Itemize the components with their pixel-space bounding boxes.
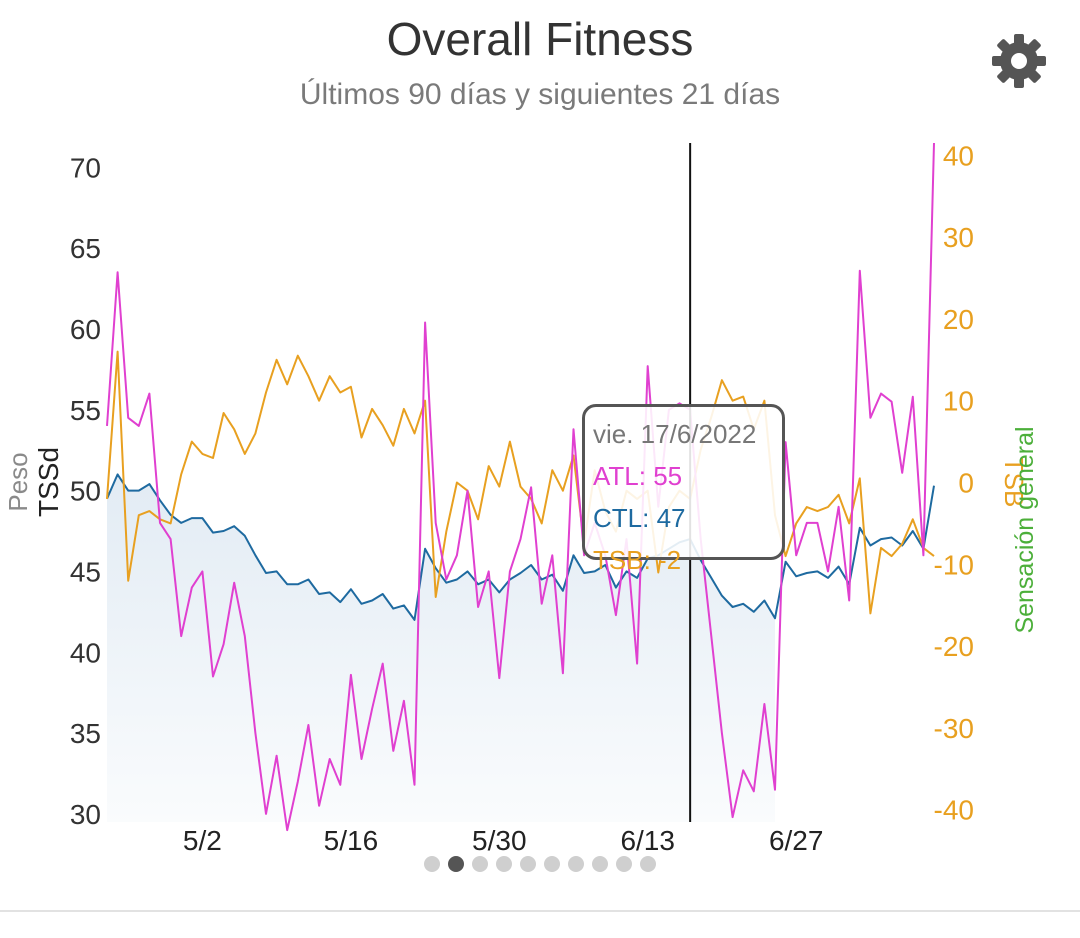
page-dot[interactable] [424, 856, 440, 872]
y-right-tick-label: -20 [934, 631, 974, 662]
page-dot[interactable] [448, 856, 464, 872]
series-line-ctl [106, 473, 935, 621]
page-indicator [0, 856, 1080, 876]
y-left-tick-label: 30 [70, 799, 101, 830]
x-tick-label: 6/13 [620, 825, 675, 856]
y-right-tick-label: 30 [943, 222, 974, 253]
divider [0, 910, 1080, 912]
x-tick-label: 6/27 [769, 825, 824, 856]
y-right-tick-label: -40 [934, 795, 974, 826]
y-right-label-tsb: TSB [999, 457, 1029, 508]
series-line-tsb [106, 350, 935, 615]
page-dot[interactable] [616, 856, 632, 872]
gear-icon-graphic [992, 34, 1046, 88]
series-line-atl [106, 142, 935, 832]
y-right-tick-label: 10 [943, 386, 974, 417]
y-left-tick-label: 70 [70, 152, 101, 183]
ctl-area [107, 474, 775, 822]
gear-icon[interactable] [990, 32, 1048, 90]
y-right-tick-label: 40 [943, 140, 974, 171]
y-left-tick-label: 65 [70, 233, 101, 264]
y-right-tick-label: 20 [943, 304, 974, 335]
y-left-tick-label: 60 [70, 314, 101, 345]
y-left-tick-label: 40 [70, 637, 101, 668]
tooltip-atl: ATL: 55 [593, 461, 683, 491]
y-left-tick-label: 55 [70, 395, 101, 426]
y-right-tick-label: -30 [934, 713, 974, 744]
page-subtitle: Últimos 90 días y siguientes 21 días [299, 78, 781, 111]
y-left-label-tssd: TSSd [33, 447, 64, 517]
page-title: Overall Fitness [386, 13, 694, 65]
page-dot[interactable] [568, 856, 584, 872]
y-right-tick-label: 0 [958, 468, 974, 499]
page-dot[interactable] [592, 856, 608, 872]
chart-tooltip: vie. 17/6/2022 ATL: 55 CTL: 47 TSB: -2 [582, 404, 785, 575]
x-tick-label: 5/30 [472, 825, 527, 856]
y-left-tick-label: 50 [70, 476, 101, 507]
tooltip-date: vie. 17/6/2022 [593, 419, 757, 449]
y-left-tick-label: 35 [70, 718, 101, 749]
page-dot[interactable] [496, 856, 512, 872]
tooltip-ctl: CTL: 47 [593, 503, 686, 533]
page-dot[interactable] [640, 856, 656, 872]
y-right-label-sensacion: Sensación general [1011, 426, 1039, 633]
tooltip-tsb: TSB: -2 [593, 545, 682, 575]
page-dot[interactable] [520, 856, 536, 872]
x-tick-label: 5/16 [324, 825, 379, 856]
x-tick-label: 5/2 [183, 825, 222, 856]
y-left-tick-label: 45 [70, 556, 101, 587]
page-dot[interactable] [544, 856, 560, 872]
y-left-label-peso: Peso [3, 452, 33, 511]
page-dot[interactable] [472, 856, 488, 872]
y-right-tick-label: -10 [934, 549, 974, 580]
